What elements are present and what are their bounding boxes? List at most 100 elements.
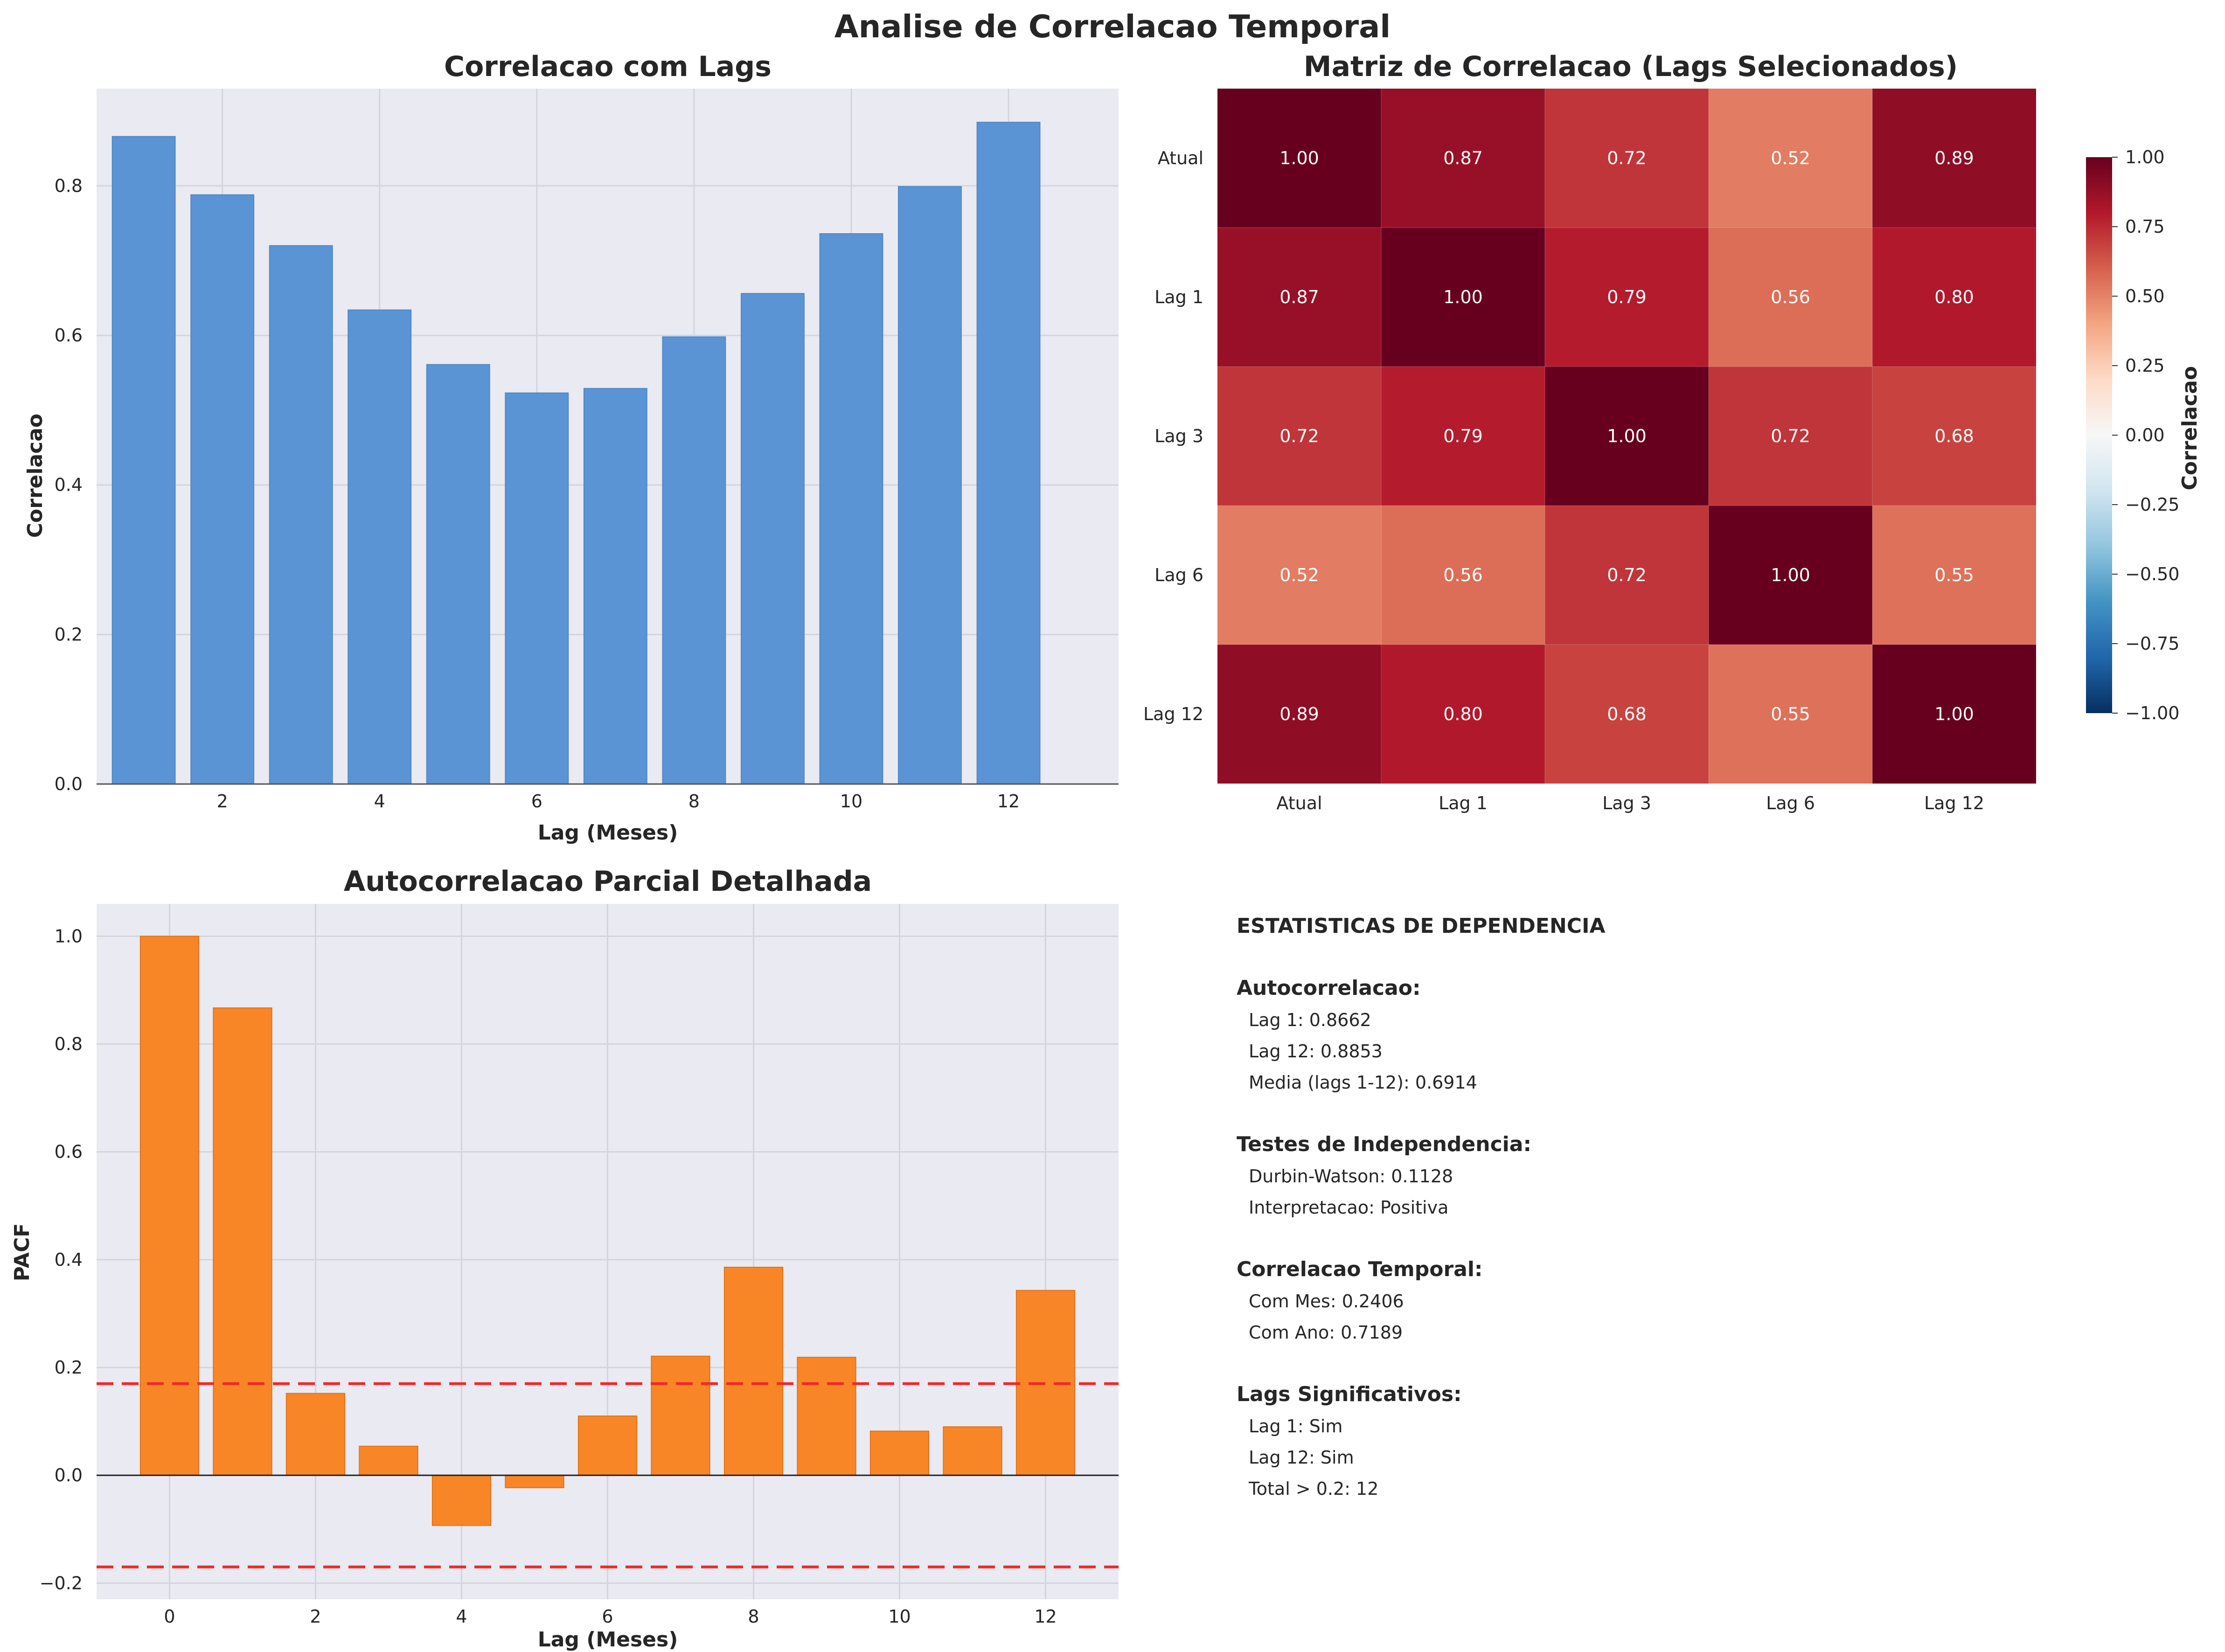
dependency-statistics-panel: ESTATISTICAS DE DEPENDENCIA Autocorrelaca… xyxy=(1237,914,1606,1499)
pacf-xtick-label: 2 xyxy=(310,1606,321,1627)
heatmap-cell-value: 0.52 xyxy=(1771,148,1810,168)
stats-item: Lag 1: Sim xyxy=(1249,1416,1342,1437)
pacf-bar xyxy=(943,1426,1002,1476)
heatmap-cell-value: 0.79 xyxy=(1607,287,1647,307)
heatmap-cell-value: 0.79 xyxy=(1443,426,1483,446)
lag-correlation-bar xyxy=(269,245,333,785)
lag-correlation-bar xyxy=(348,309,412,784)
heatmap-cell xyxy=(1872,367,2036,506)
lag-correlation-xtick-label: 8 xyxy=(688,791,700,812)
heatmap-cell-value: 0.87 xyxy=(1279,287,1319,307)
stats-section-title: Lags Significativos: xyxy=(1237,1382,1462,1406)
pacf-bar xyxy=(139,936,200,1476)
lag-correlation-ytick-label: 0.6 xyxy=(55,325,83,346)
pacf-bar xyxy=(723,1267,784,1476)
pacf-ylabel: PACF xyxy=(10,1223,34,1282)
heatmap-cell-value: 0.80 xyxy=(1934,287,1974,307)
pacf-bar xyxy=(505,1475,564,1488)
heatmap-cell-value: 0.89 xyxy=(1279,704,1319,724)
stats-section-title: Correlacao Temporal: xyxy=(1237,1257,1483,1281)
pacf-xtick-label: 12 xyxy=(1034,1606,1057,1627)
lag-correlation-ytick-label: 0.4 xyxy=(55,475,83,495)
colorbar-tick-label: −0.25 xyxy=(2125,494,2179,515)
pacf-ytick-label: 0.8 xyxy=(55,1034,83,1055)
heatmap-cell-value: 1.00 xyxy=(1279,148,1319,168)
heatmap-cell xyxy=(1872,645,2036,784)
pacf-bar xyxy=(431,1475,492,1526)
colorbar-tick-label: −0.75 xyxy=(2125,633,2179,654)
stats-item: Lag 1: 0.8662 xyxy=(1249,1010,1371,1030)
heatmap-cell xyxy=(1872,506,2036,645)
pacf-bar xyxy=(213,1007,272,1476)
lag-correlation-bar xyxy=(741,293,805,785)
heatmap-cell xyxy=(1709,367,1872,506)
pacf-bar xyxy=(359,1445,418,1476)
heatmap-xtick-label: Atual xyxy=(1276,793,1322,813)
stats-item: Lag 12: 0.8853 xyxy=(1249,1041,1383,1062)
pacf-bar xyxy=(869,1430,930,1476)
heatmap-cell xyxy=(1381,228,1545,367)
heatmap-cell-value: 0.72 xyxy=(1279,426,1319,446)
pacf-bar xyxy=(651,1355,710,1476)
pacf-ytick-label: 0.2 xyxy=(55,1357,83,1378)
heatmap-cell-value: 0.72 xyxy=(1607,148,1647,168)
lag-correlation-xtick-label: 4 xyxy=(374,791,385,812)
heatmap-ytick-label: Lag 12 xyxy=(1143,704,1203,724)
lag-correlation-xlabel: Lag (Meses) xyxy=(538,821,678,845)
heatmap-ytick-label: Lag 1 xyxy=(1154,287,1203,307)
colorbar-tick-label: 0.50 xyxy=(2125,286,2165,306)
pacf-xlabel: Lag (Meses) xyxy=(538,1628,678,1652)
heatmap-cell-value: 1.00 xyxy=(1771,565,1810,585)
heatmap-cell-value: 1.00 xyxy=(1934,704,1974,724)
correlation-matrix-chart: Matriz de Correlacao (Lags Selecionados)… xyxy=(1143,50,2202,813)
heatmap-cell xyxy=(1217,367,1381,506)
stats-section-title: Testes de Independencia: xyxy=(1237,1132,1531,1156)
heatmap-cell xyxy=(1545,89,1709,228)
heatmap-cell-value: 0.68 xyxy=(1934,426,1974,446)
heatmap-cell xyxy=(1709,228,1872,367)
lag-correlation-xtick-label: 10 xyxy=(840,791,862,812)
colorbar-tick-label: 0.75 xyxy=(2125,216,2165,237)
heatmap-cell xyxy=(1545,506,1709,645)
pacf-title: Autocorrelacao Parcial Detalhada xyxy=(344,865,872,898)
heatmap-cell xyxy=(1709,506,1872,645)
heatmap-cell-value: 1.00 xyxy=(1607,426,1647,446)
heatmap-cell-value: 0.68 xyxy=(1607,704,1647,724)
lag-correlation-bar xyxy=(662,336,726,784)
figure-title: Analise de Correlacao Temporal xyxy=(834,8,1391,45)
lag-correlation-ylabel: Correlacao xyxy=(23,414,47,538)
heatmap-cell-value: 0.52 xyxy=(1279,565,1319,585)
heatmap-cell xyxy=(1217,506,1381,645)
heatmap-xtick-label: Lag 1 xyxy=(1439,793,1488,813)
stats-heading: ESTATISTICAS DE DEPENDENCIA xyxy=(1237,914,1606,938)
colorbar-tick-label: −1.00 xyxy=(2125,703,2179,723)
lag-correlation-bar xyxy=(976,122,1041,785)
stats-item: Total > 0.2: 12 xyxy=(1248,1478,1378,1499)
pacf-xtick-label: 10 xyxy=(888,1606,911,1627)
heatmap-cell xyxy=(1217,645,1381,784)
stats-item: Com Mes: 0.2406 xyxy=(1249,1291,1404,1312)
heatmap-ytick-label: Lag 6 xyxy=(1154,565,1203,585)
heatmap-cell xyxy=(1217,89,1381,228)
lag-correlation-bar xyxy=(898,186,962,784)
heatmap-cell-value: 1.00 xyxy=(1443,287,1483,307)
heatmap-cell-value: 0.87 xyxy=(1443,148,1483,168)
lag-correlation-ytick-label: 0.2 xyxy=(55,624,83,645)
stats-item: Media (lags 1-12): 0.6914 xyxy=(1249,1072,1477,1093)
heatmap-cell-value: 0.72 xyxy=(1771,426,1810,446)
heatmap-cell-value: 0.89 xyxy=(1934,148,1974,168)
colorbar xyxy=(2086,157,2112,713)
heatmap-cell xyxy=(1381,506,1545,645)
heatmap-cell xyxy=(1872,228,2036,367)
pacf-xtick-label: 0 xyxy=(164,1606,175,1627)
pacf-ytick-label: −0.2 xyxy=(40,1573,83,1593)
colorbar-tick-label: 1.00 xyxy=(2125,147,2165,167)
pacf-ytick-label: 0.6 xyxy=(55,1142,83,1162)
heatmap-cell-value: 0.80 xyxy=(1443,704,1483,724)
correlation-matrix-title: Matriz de Correlacao (Lags Selecionados) xyxy=(1304,50,1958,83)
pacf-ytick-label: 0.4 xyxy=(55,1249,83,1270)
lag-correlation-title: Correlacao com Lags xyxy=(444,50,772,83)
lag-correlation-ytick-label: 0.0 xyxy=(55,774,83,794)
heatmap-cell xyxy=(1545,228,1709,367)
